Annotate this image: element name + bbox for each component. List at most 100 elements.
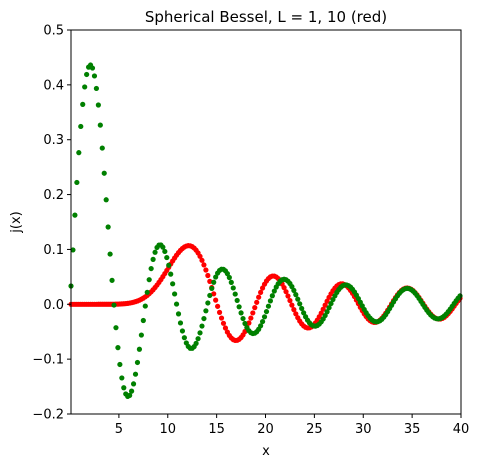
series-10-point-129 <box>320 306 326 312</box>
x-axis-ticks: 5 10 15 20 25 30 35 40 <box>115 414 470 437</box>
series-1-point-47 <box>160 244 166 250</box>
series-10-point-77 <box>218 315 225 321</box>
series-1-point-43 <box>152 249 158 255</box>
series-1-point-132 <box>326 305 332 311</box>
series-1-point-101 <box>265 303 272 309</box>
series-10-point-78 <box>220 320 227 326</box>
series-10-point-89 <box>242 328 248 335</box>
series-1-point-89 <box>242 320 248 327</box>
series-1-point-33 <box>132 371 139 377</box>
series-10-point-111 <box>285 293 291 299</box>
series-1-point-24 <box>115 345 121 351</box>
series-1-point-87 <box>238 310 244 316</box>
series-10-point-131 <box>324 298 330 304</box>
series-1-point-84 <box>232 291 238 297</box>
series-10-point-130 <box>322 302 328 308</box>
series-1-point-100 <box>263 308 270 315</box>
series-1-point-48 <box>162 248 168 255</box>
series-1-point-85 <box>234 297 240 304</box>
series-1-point-18 <box>103 197 109 203</box>
series-1-point-27 <box>121 385 127 391</box>
series-10-point-75 <box>215 303 221 309</box>
series-1-point-5 <box>78 123 84 130</box>
series-10-point-96 <box>256 294 262 300</box>
series-1-point-118 <box>299 305 305 312</box>
series-1-point-3 <box>74 179 80 186</box>
series-1-point-72 <box>209 285 215 292</box>
series-1-point-66 <box>197 330 203 336</box>
series-10-point-113 <box>289 302 295 308</box>
y-tick-label: 0.4 <box>43 78 64 93</box>
series-10-point-91 <box>246 320 252 326</box>
series-1-point-74 <box>213 274 219 280</box>
series-1-point-116 <box>295 296 301 302</box>
series-1-point-34 <box>134 359 141 366</box>
series-1-point-86 <box>236 304 242 310</box>
series-1-point-114 <box>291 287 297 293</box>
series-1-point-133 <box>328 300 334 307</box>
series-1-point-53 <box>172 291 178 297</box>
x-tick-label: 35 <box>404 422 421 437</box>
y-tick-label: 0.3 <box>43 133 64 148</box>
series-10-point-66 <box>197 253 203 259</box>
series-10-point-79 <box>222 325 229 331</box>
series-1-point-23 <box>113 325 119 331</box>
y-tick-label: 0.2 <box>43 188 64 203</box>
series-1-point-16 <box>99 145 105 151</box>
series-10-point-95 <box>254 299 260 305</box>
series-1-point-52 <box>170 281 176 287</box>
series-1-point-199 <box>457 293 463 299</box>
series-1-point-117 <box>297 301 303 307</box>
series-10-point-114 <box>291 307 297 313</box>
x-tick-label: 40 <box>453 422 470 437</box>
series-1-point-57 <box>179 328 186 334</box>
x-tick-label: 25 <box>306 422 323 437</box>
series-1-point-81 <box>226 274 232 281</box>
chart-title: Spherical Bessel, L = 1, 10 (red) <box>145 8 387 26</box>
series-1-point-39 <box>144 289 150 295</box>
series-1-point-58 <box>181 335 187 341</box>
series-10-point-128 <box>318 310 324 316</box>
series-1-point-55 <box>175 311 182 317</box>
y-axis-label: j(x) <box>9 211 24 233</box>
series-1-point-15 <box>97 122 103 128</box>
series-10-point-115 <box>293 311 299 317</box>
series-1-point-41 <box>148 265 154 272</box>
series-1-point-22 <box>111 302 117 308</box>
series-1-point-30 <box>127 392 133 398</box>
series-1-point-131 <box>324 309 330 315</box>
plot-frame <box>70 29 462 415</box>
series-1-point-25 <box>117 361 123 368</box>
y-tick-label: 0.0 <box>43 298 64 313</box>
x-tick-label: 20 <box>257 422 274 437</box>
series-10-point-92 <box>248 315 254 321</box>
series-1-point-42 <box>150 256 156 262</box>
series-1-point-119 <box>301 310 307 316</box>
series-1-point-4 <box>76 150 82 156</box>
series-10-point-94 <box>252 305 258 311</box>
series-1-point-97 <box>258 323 264 329</box>
series-1-point-7 <box>82 84 88 90</box>
y-tick-label: 0.1 <box>43 243 64 258</box>
series-10-point-110 <box>283 289 289 295</box>
series-10-point-98 <box>259 285 266 291</box>
series-1-point-82 <box>228 279 234 285</box>
series-1-point-49 <box>164 254 170 261</box>
y-axis-ticks: −0.2 −0.1 0.0 0.1 0.2 0.3 0.4 0.5 <box>32 24 71 423</box>
series-1-point-37 <box>140 317 146 324</box>
series-1-point-36 <box>138 332 144 338</box>
series-1-point-83 <box>230 285 236 291</box>
series-10-point-67 <box>199 257 205 263</box>
x-tick-label: 10 <box>159 422 176 437</box>
series-1-point-1 <box>70 247 76 253</box>
series-10-point-73 <box>211 291 217 297</box>
series-1-point-115 <box>293 292 299 298</box>
series-1-point-67 <box>199 323 205 329</box>
series-1-point-70 <box>205 300 211 306</box>
series-1-point-65 <box>195 336 201 342</box>
series-1-point-103 <box>269 293 275 299</box>
series-1-point-56 <box>177 320 184 326</box>
series-1-point-50 <box>166 262 172 268</box>
series-1-point-102 <box>267 298 273 304</box>
series-1-point-17 <box>101 170 107 176</box>
